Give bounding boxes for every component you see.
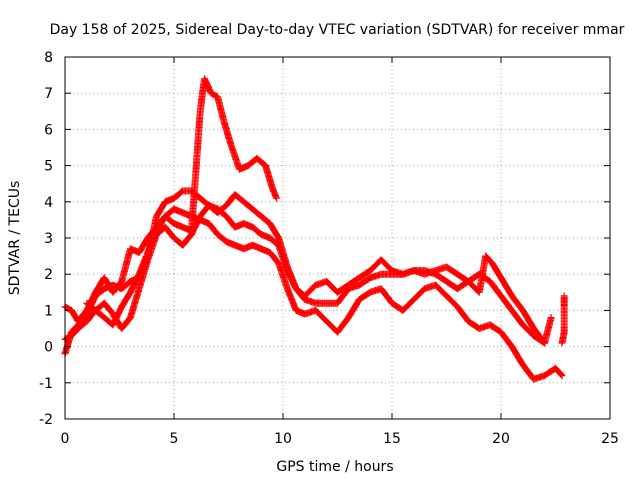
y-tick-label: 2 <box>44 267 53 283</box>
y-tick-label: 7 <box>44 86 53 102</box>
axis-ticks <box>64 56 611 420</box>
y-tick-label: 1 <box>44 303 53 319</box>
y-tick-label: 0 <box>44 340 53 356</box>
y-tick-label: -1 <box>39 376 53 392</box>
x-tick-label: 0 <box>61 431 70 447</box>
series-track-5 <box>558 292 568 347</box>
x-tick-labels: 0 5 10 15 20 25 <box>61 431 619 447</box>
x-tick-label: 5 <box>170 431 179 447</box>
x-tick-label: 10 <box>274 431 292 447</box>
x-tick-label: 25 <box>601 431 619 447</box>
y-tick-label: -2 <box>39 412 53 428</box>
chart-title: Day 158 of 2025, Sidereal Day-to-day VTE… <box>50 22 625 38</box>
y-tick-label: 5 <box>44 159 53 175</box>
y-tick-label: 3 <box>44 231 53 247</box>
series-track-4 <box>83 205 566 383</box>
grid-lines <box>65 57 610 419</box>
y-tick-label: 4 <box>44 195 53 211</box>
x-axis-label: GPS time / hours <box>276 459 393 475</box>
y-tick-label: 8 <box>44 50 53 66</box>
x-tick-label: 15 <box>383 431 401 447</box>
data-points <box>61 75 568 383</box>
marker-trace <box>83 205 566 383</box>
y-axis-label: SDTVAR / TECUs <box>7 181 23 296</box>
marker-trace <box>558 292 568 347</box>
y-tick-label: 6 <box>44 122 53 138</box>
y-tick-labels: -2 -1 0 1 2 3 4 5 6 7 8 <box>39 50 53 428</box>
x-tick-label: 20 <box>492 431 510 447</box>
